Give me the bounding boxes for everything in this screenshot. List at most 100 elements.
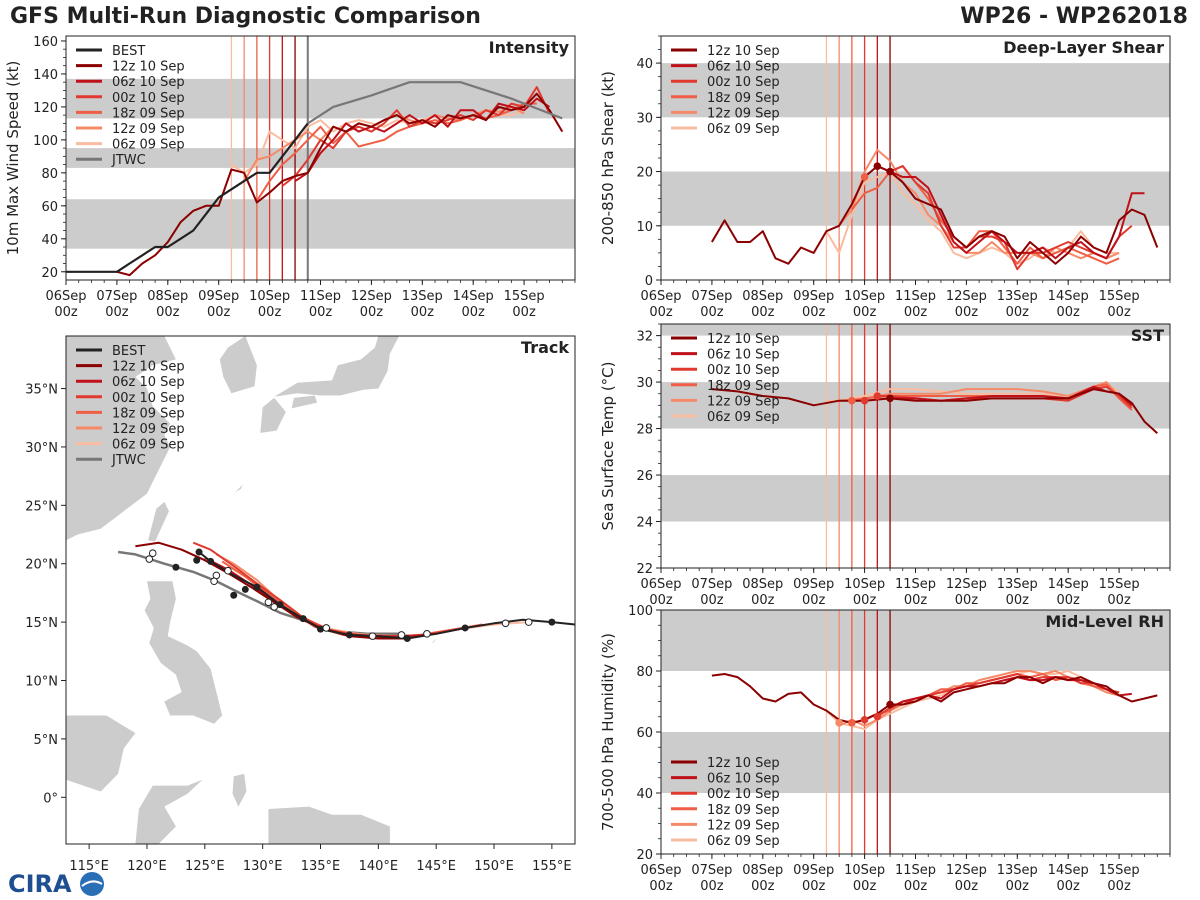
x-tick-label-day: 15Sep <box>1099 289 1140 304</box>
x-tick-label-hour: 00z <box>105 305 129 320</box>
y-tick-label: 140 <box>33 68 58 83</box>
init-marker <box>848 719 856 727</box>
legend-label: 12z 09 Sep <box>707 818 780 833</box>
init-marker <box>848 396 856 405</box>
threshold-band <box>661 475 1170 522</box>
track-dot-open <box>210 577 218 586</box>
land-halmahera <box>232 773 247 807</box>
legend-label: 00z 10 Sep <box>707 787 780 802</box>
x-tick-label-day: 07Sep <box>96 289 137 304</box>
init-marker <box>873 162 882 170</box>
y-tick-label: 10 <box>636 220 653 235</box>
x-tick-label-hour: 00z <box>1006 593 1030 608</box>
threshold-band <box>661 732 1170 793</box>
x-tick-label-hour: 00z <box>853 593 877 608</box>
track-dot-filled <box>253 583 261 591</box>
cira-logo: CIRA <box>6 868 106 898</box>
legend-label: 12z 10 Sep <box>112 60 185 75</box>
x-tick-label-hour: 00z <box>955 879 979 894</box>
land-philippines <box>144 581 223 724</box>
x-tick-label: 125°E <box>185 859 225 874</box>
x-tick-label-day: 06Sep <box>45 289 86 304</box>
init-marker <box>860 173 869 181</box>
legend-label: 18z 09 Sep <box>707 379 780 394</box>
plot-area <box>661 610 1170 854</box>
y-tick-label: 32 <box>636 330 653 345</box>
x-tick-label: 140°E <box>359 859 399 874</box>
legend-label: 00z 10 Sep <box>707 75 780 90</box>
x-tick-label-hour: 00z <box>802 879 826 894</box>
x-tick-label-day: 15Sep <box>1099 863 1140 878</box>
init-marker <box>835 719 843 727</box>
track-dot-open <box>270 603 279 611</box>
legend-label: 06z 09 Sep <box>707 122 780 137</box>
series-12z-10-sep <box>135 541 408 640</box>
x-tick-label: 155°E <box>532 859 572 874</box>
x-tick-label: 135°E <box>301 859 341 874</box>
y-tick-label: 120 <box>33 101 58 116</box>
y-tick-label: 22 <box>636 562 653 577</box>
x-tick-label-day: 07Sep <box>691 863 732 878</box>
init-marker <box>860 716 869 724</box>
x-tick-label-day: 12Sep <box>946 577 987 592</box>
land-shikoku <box>291 395 318 409</box>
legend-label: 00z 10 Sep <box>112 91 185 106</box>
x-tick-label-day: 09Sep <box>793 289 834 304</box>
threshold-band <box>66 148 575 168</box>
x-tick-label-day: 14Sep <box>1048 289 1089 304</box>
x-tick-label-day: 13Sep <box>997 577 1038 592</box>
init-marker <box>873 392 882 400</box>
x-tick-label-hour: 00z <box>751 879 775 894</box>
page-title-left: GFS Multi-Run Diagnostic Comparison <box>10 4 481 29</box>
series-06z-10-sep <box>889 676 1132 709</box>
y-axis-label: 10m Max Wind Speed (kt) <box>4 61 22 256</box>
x-tick-label-day: 13Sep <box>402 289 443 304</box>
legend-label: 06z 09 Sep <box>112 138 185 153</box>
legend-label: 12z 09 Sep <box>707 394 780 409</box>
land-korea <box>219 336 257 394</box>
x-tick-label-day: 08Sep <box>742 863 783 878</box>
x-tick-label-hour: 00z <box>751 305 775 320</box>
track-dot-filled <box>193 556 201 564</box>
x-tick-label-hour: 00z <box>1006 305 1030 320</box>
series-12z-10-sep <box>711 388 1158 434</box>
series-12z-09-sep <box>838 148 1120 260</box>
track-dot-filled <box>276 601 284 609</box>
chart-shear: 01020304006Sep00z07Sep00z08Sep00z09Sep00… <box>599 35 1171 320</box>
legend-label: 12z 10 Sep <box>112 360 185 375</box>
init-marker <box>860 396 869 405</box>
legend-label: 06z 09 Sep <box>112 438 185 453</box>
chart-sst: 22242628303206Sep00z07Sep00z08Sep00z09Se… <box>599 323 1171 608</box>
track-dot-open <box>524 618 533 626</box>
y-tick-label: 0° <box>43 791 58 806</box>
track-dot-filled <box>345 631 353 639</box>
x-tick-label-hour: 00z <box>649 879 673 894</box>
legend-label: 00z 10 Sep <box>112 391 185 406</box>
x-tick-label-day: 13Sep <box>997 863 1038 878</box>
x-tick-label-hour: 00z <box>700 593 724 608</box>
land-kyushu <box>260 397 286 433</box>
y-tick-label: 30 <box>636 111 653 126</box>
y-tick-label: 25°N <box>25 499 58 514</box>
x-tick-label-day: 12Sep <box>946 863 987 878</box>
legend-label: 12z 09 Sep <box>707 106 780 121</box>
land-sulawesi <box>135 779 203 844</box>
legend-label: 12z 09 Sep <box>112 422 185 437</box>
legend-label: 12z 09 Sep <box>112 122 185 137</box>
x-tick-label: 115°E <box>69 859 109 874</box>
plot-area <box>66 336 575 844</box>
y-tick-label: 60 <box>41 200 58 215</box>
x-tick-label-day: 13Sep <box>997 289 1038 304</box>
x-tick-label-hour: 00z <box>955 593 979 608</box>
x-tick-label-day: 15Sep <box>1099 577 1140 592</box>
x-tick-label-hour: 00z <box>904 593 928 608</box>
x-tick-label-hour: 00z <box>309 305 333 320</box>
legend-label: 12z 10 Sep <box>707 44 780 59</box>
x-tick-label-day: 15Sep <box>504 289 545 304</box>
series-best <box>66 122 309 273</box>
x-tick-label: 130°E <box>243 859 283 874</box>
x-tick-label-day: 10Sep <box>844 577 885 592</box>
x-tick-label-hour: 00z <box>904 879 928 894</box>
track-dot-filled <box>403 634 411 642</box>
